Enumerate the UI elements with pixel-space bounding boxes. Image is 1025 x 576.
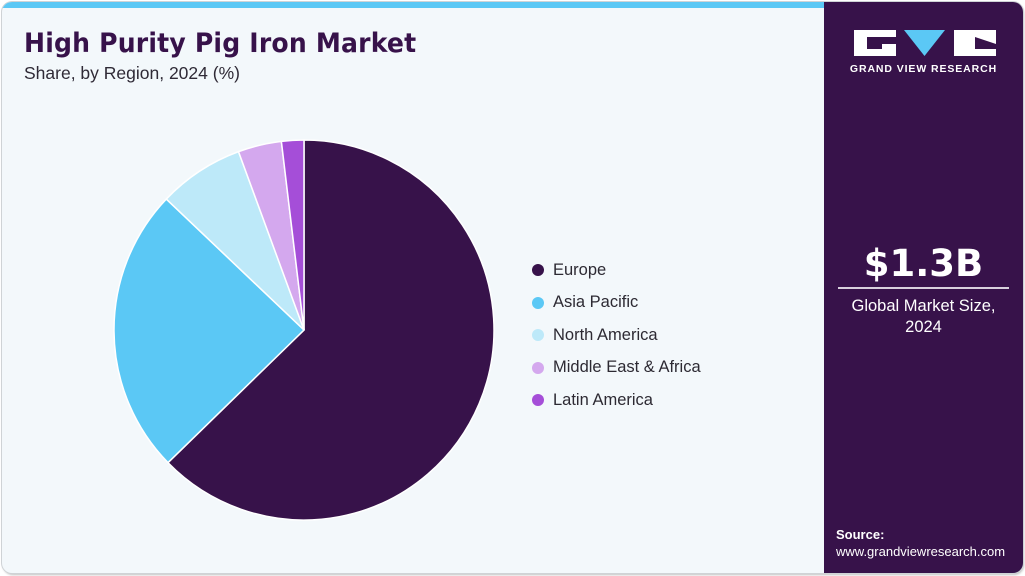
legend-dot-icon	[532, 329, 544, 342]
chart-legend: Europe Asia Pacific North America Middle Ea…	[532, 254, 701, 417]
legend-label: North America	[553, 325, 658, 344]
legend-label: Europe	[553, 260, 607, 279]
legend-item: Asia Pacific	[532, 287, 701, 320]
sidebar-panel: GRAND VIEW RESEARCH $1.3B Global Market …	[824, 2, 1023, 573]
market-size-value: $1.3B	[863, 242, 984, 285]
logo-text: GRAND VIEW RESEARCH	[849, 63, 998, 75]
legend-item: North America	[532, 319, 701, 352]
legend-label: Asia Pacific	[553, 293, 639, 312]
pie-slice-latin-america	[280, 139, 305, 331]
market-size-label-line2: 2024	[905, 318, 942, 336]
accent-bar	[2, 2, 824, 8]
market-size-label-line1: Global Market Size,	[851, 297, 996, 315]
legend-dot-icon	[532, 264, 544, 277]
legend-dot-icon	[532, 296, 544, 309]
divider	[838, 287, 1009, 289]
gvr-logo-icon	[854, 30, 996, 56]
legend-label: Middle East & Africa	[553, 358, 701, 377]
market-size-label: Global Market Size, 2024	[824, 296, 1023, 338]
legend-item: Latin America	[532, 384, 701, 417]
legend-dot-icon	[532, 361, 544, 374]
pie-chart	[113, 139, 495, 521]
legend-dot-icon	[532, 394, 544, 407]
legend-item: Europe	[532, 254, 701, 287]
pie-slice-asia-pacific	[113, 198, 306, 464]
chart-title: High Purity Pig Iron Market	[24, 28, 417, 59]
pie-slice-europe	[166, 139, 495, 521]
source-url[interactable]: www.grandviewresearch.com	[836, 544, 1006, 559]
legend-item: Middle East & Africa	[532, 352, 701, 385]
legend-label: Latin America	[553, 390, 653, 409]
chart-subtitle: Share, by Region, 2024 (%)	[24, 63, 240, 83]
source-label: Source:	[836, 527, 885, 542]
